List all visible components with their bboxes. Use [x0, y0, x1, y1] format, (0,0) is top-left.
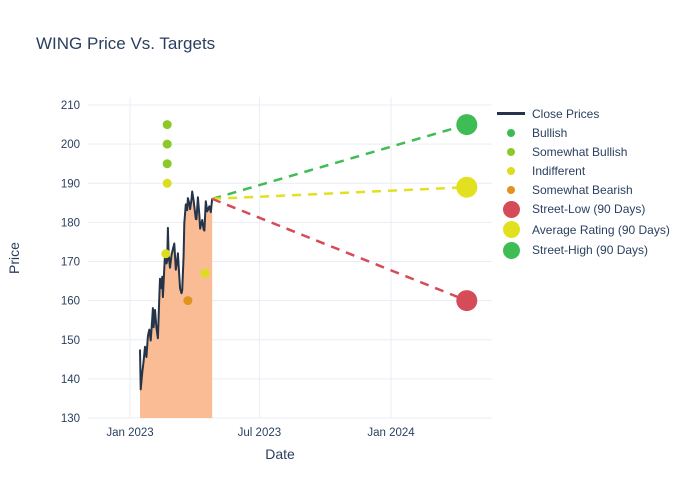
legend-item-street-high-90-days[interactable]: Street-High (90 Days): [497, 240, 697, 261]
rating-dot-indifferent[interactable]: [161, 249, 171, 259]
x-tick-label: Jan 2024: [367, 427, 415, 439]
legend-item-label: Street-Low (90 Days): [532, 202, 646, 217]
y-axis-title: Price: [6, 242, 22, 274]
rating-dot-somewhat-bearish[interactable]: [183, 296, 193, 306]
y-tick-label: 130: [61, 413, 80, 425]
y-tick-label: 140: [61, 374, 80, 386]
legend-item-label: Street-High (90 Days): [532, 243, 649, 258]
target-marker-average-rating-90-days[interactable]: [456, 176, 478, 198]
target-marker-street-high-90-days[interactable]: [456, 114, 478, 136]
legend: Close Prices Bullish Somewhat Bullish Indif…: [497, 104, 697, 261]
average-rating-90-days-swatch-icon: [497, 221, 525, 239]
y-tick-label: 200: [61, 139, 80, 151]
legend-item-somewhat-bearish[interactable]: Somewhat Bearish: [497, 180, 697, 199]
target-line-average-rating-90-days: [212, 185, 467, 201]
target-line-street-high-90-days: [211, 123, 468, 201]
rating-dot-indifferent[interactable]: [200, 268, 210, 278]
rating-dot-somewhat-bullish[interactable]: [162, 159, 172, 169]
legend-item-indifferent[interactable]: Indifferent: [497, 161, 697, 180]
y-tick-label: 150: [61, 335, 80, 347]
street-high-90-days-swatch-icon: [497, 241, 525, 259]
x-tick-label: Jul 2023: [238, 427, 281, 439]
y-tick-label: 180: [61, 217, 80, 229]
rating-dot-indifferent[interactable]: [162, 178, 172, 188]
somewhat-bullish-swatch-icon: [497, 147, 525, 156]
legend-item-label: Somewhat Bearish: [532, 182, 633, 197]
legend-item-bullish[interactable]: Bullish: [497, 123, 697, 142]
x-tick-label: Jan 2023: [106, 427, 153, 439]
legend-item-label: Close Prices: [532, 106, 600, 121]
close-price-line[interactable]: [139, 190, 214, 391]
legend-item-label: Average Rating (90 Days): [532, 222, 670, 237]
legend-item-label: Somewhat Bullish: [532, 144, 628, 159]
rating-dot-somewhat-bullish[interactable]: [162, 139, 172, 149]
y-tick-label: 210: [61, 100, 80, 112]
target-line-street-low-90-days: [211, 197, 468, 302]
legend-item-label: Bullish: [532, 125, 568, 140]
x-axis-title: Date: [265, 446, 295, 462]
legend-item-average-rating-90-days[interactable]: Average Rating (90 Days): [497, 220, 697, 241]
legend-item-label: Indifferent: [532, 163, 586, 178]
legend-item-somewhat-bullish[interactable]: Somewhat Bullish: [497, 142, 697, 161]
y-tick-label: 190: [61, 178, 80, 190]
y-tick-label: 160: [61, 296, 80, 308]
legend-item-street-low-90-days[interactable]: Street-Low (90 Days): [497, 199, 697, 220]
legend-item-close-prices[interactable]: Close Prices: [497, 104, 697, 123]
close-prices-swatch-icon: [497, 112, 525, 115]
somewhat-bearish-swatch-icon: [497, 185, 525, 194]
street-low-90-days-swatch-icon: [497, 200, 525, 218]
rating-dot-somewhat-bullish[interactable]: [162, 120, 172, 130]
chart-title: WING Price Vs. Targets: [36, 34, 216, 53]
y-tick-label: 170: [61, 257, 80, 269]
bullish-swatch-icon: [497, 128, 525, 137]
indifferent-swatch-icon: [497, 166, 525, 175]
close-price-area: [140, 191, 213, 418]
target-marker-street-low-90-days[interactable]: [456, 290, 478, 312]
